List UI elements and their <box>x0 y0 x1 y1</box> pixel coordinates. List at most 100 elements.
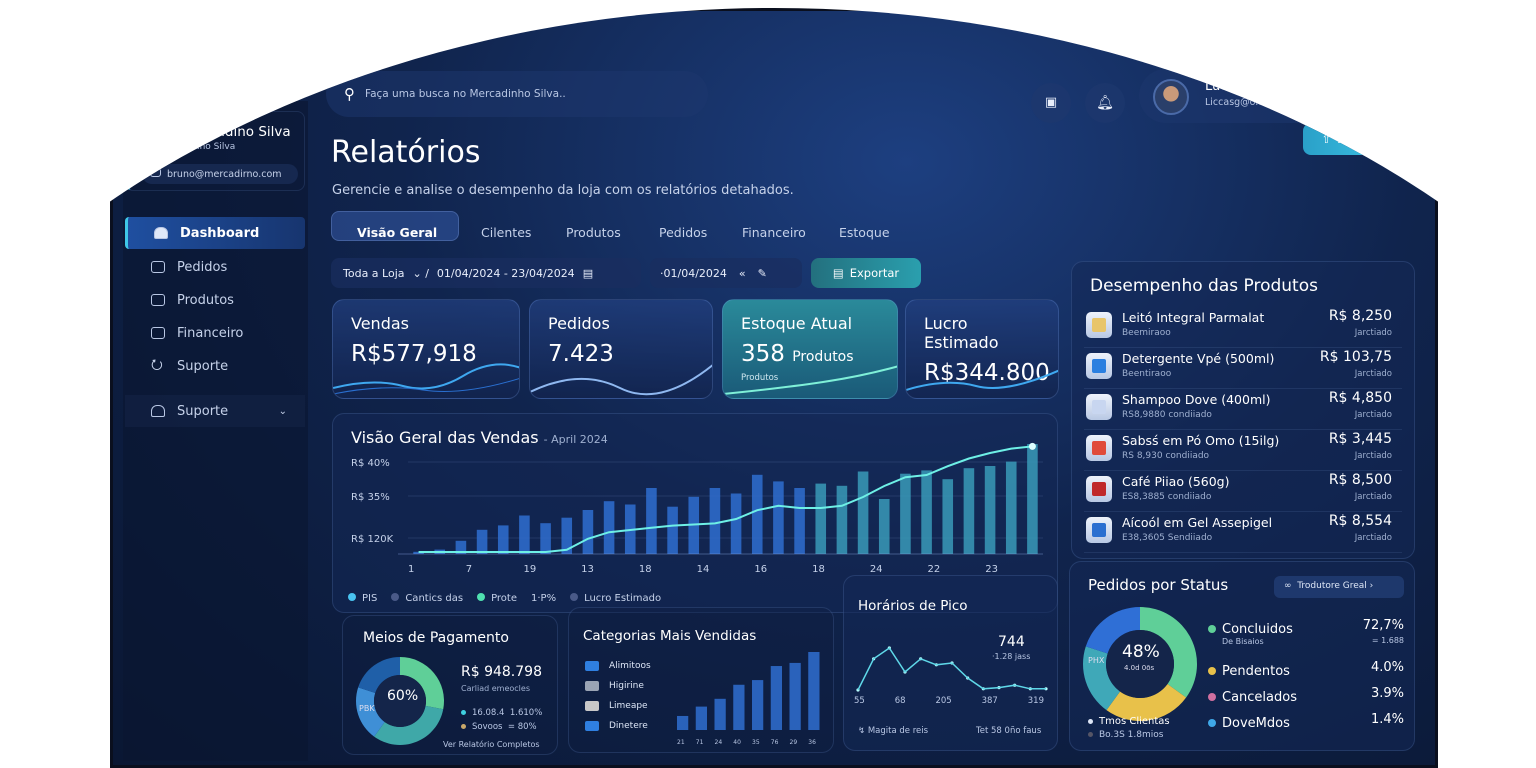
bar <box>942 479 954 554</box>
tab-produtos[interactable]: Produtos <box>566 225 621 240</box>
sidebar-item-pedidos[interactable]: Pedidos <box>125 251 305 283</box>
x-tick-label: 24 <box>870 564 883 575</box>
payment-total-label: Carliad emeocles <box>461 684 530 693</box>
export-filter-button[interactable]: ▤ Exportar <box>811 258 921 288</box>
donut-center-value: 48% <box>1122 642 1160 662</box>
x-tick-label: 68 <box>894 696 906 706</box>
tab-visao-geral[interactable] <box>331 211 459 241</box>
product-name: Café Piiao (560g) <box>1122 474 1230 489</box>
wallet-icon <box>151 327 165 339</box>
x-tick-label: 23 <box>985 564 998 575</box>
category-label: Limeape <box>609 701 648 711</box>
payment-methods-panel: Meios de Pagamento 60% PBK R$ 948.798 Ca… <box>342 615 558 755</box>
sidebar-item-suporte[interactable]: ⭮ Suporte <box>125 350 305 382</box>
kpi-title: Pedidos <box>548 314 610 333</box>
kpi-lucro: Lucro Estimado R$344.800 <box>905 299 1059 399</box>
product-icon <box>1086 517 1112 543</box>
avatar <box>140 120 172 152</box>
notification-badge: 1 <box>1376 51 1388 63</box>
sidebar-item-dashboard[interactable]: Dashboard <box>125 217 305 249</box>
date-range[interactable]: 01/04/2024 - 23/04/2024 <box>436 266 575 280</box>
product-sub: E38,3605 Sendiiado <box>1122 533 1213 543</box>
user-menu[interactable]: Lucas Almeida Liccasg@ominmi.com <box>1139 69 1431 123</box>
status-sub: De Bisaios <box>1222 637 1264 646</box>
product-sub: Beemiraoo <box>1122 328 1171 338</box>
stat-value: 1.610% <box>509 708 543 718</box>
x-tick-label: 36 <box>808 739 816 746</box>
bar <box>878 499 890 554</box>
date-range-filter[interactable]: Toda a Loja ⌄ / 01/04/2024 - 23/04/2024 ▤ <box>331 258 641 288</box>
label: Suporte <box>177 358 229 374</box>
product-row[interactable]: Shampoo Dove (400ml) RS8,9880 condiiado R$… <box>1084 388 1402 430</box>
x-tick-label: 76 <box>771 739 779 746</box>
full-report-link[interactable]: Ver Relatório Completos <box>443 740 540 749</box>
kpi-value: 358 <box>741 341 785 367</box>
bar <box>900 473 911 554</box>
product-row[interactable]: Sabsś em Pó Omo (15ilg) RS 8,930 condiiad… <box>1084 429 1402 471</box>
edit-icon[interactable]: ✎ <box>757 266 767 280</box>
chevron-down-icon[interactable]: ⌄ <box>1391 63 1402 77</box>
box-icon <box>151 294 165 306</box>
tab-visao-geral-label[interactable]: Visão Geral <box>357 225 438 240</box>
bar <box>963 468 975 554</box>
date[interactable]: ·01/04/2024 <box>660 266 727 280</box>
search-input[interactable]: ⚲ Faça uma busca no Mercadinho Silva.. <box>326 71 708 117</box>
y-tick-label: R$ 35% <box>351 492 390 503</box>
chart-legend: PIS Cantics das Prote 1·P% Lucro Estimado <box>348 585 708 611</box>
user-avatar <box>1153 79 1189 115</box>
bar <box>1005 461 1017 554</box>
stat-value: = 80% <box>507 722 537 732</box>
x-tick-label: 1 <box>408 564 414 575</box>
tab-financeiro[interactable]: Financeiro <box>742 225 806 240</box>
legend-label: 1·P% <box>531 592 557 604</box>
date-filter[interactable]: ·01/04/2024 « ✎ <box>650 258 802 288</box>
sidebar-item-produtos[interactable]: Produtos <box>125 284 305 316</box>
kpi-value: R$577,918 <box>351 341 477 367</box>
products-performance-panel: Desempenho das Produtos Leitó Integral P… <box>1071 261 1415 559</box>
gift-button[interactable]: ▣ <box>1031 83 1071 123</box>
donut-slice <box>374 705 444 745</box>
donut-slice <box>400 657 444 710</box>
bell-icon <box>151 405 165 417</box>
legend-item: Prote <box>477 592 517 604</box>
bar <box>455 540 467 554</box>
image-icon <box>151 261 165 273</box>
sidebar-item-suporte-expand[interactable]: Suporte ⌄ <box>125 395 305 427</box>
chevrons-left-icon[interactable]: « <box>738 266 746 280</box>
tab-estoque[interactable]: Estoque <box>839 225 890 240</box>
kpi-title: Estoque Atual <box>741 314 853 333</box>
category-label: Dinetere <box>609 721 648 731</box>
donut-slice <box>356 687 385 737</box>
product-row[interactable]: Leitó Integral Parmalat Beemiraoo R$ 8,250… <box>1084 306 1402 348</box>
product-price: R$ 8,500 <box>1328 472 1392 488</box>
kpi-value: 7.423 <box>548 341 614 367</box>
bar <box>667 506 678 554</box>
monitor-screen: omi Mercadino Silva Bruno Silva bruno@me… <box>110 8 1438 768</box>
bell-icon[interactable]: 🔔︎ <box>1363 67 1384 86</box>
product-row[interactable]: Detergente Vpé (500ml) Beentiraoo R$ 103,7… <box>1084 347 1402 389</box>
notifications-button[interactable]: 🔔︎ <box>1085 83 1125 123</box>
status-filter-button[interactable]: ∞ Trodutore Greal › <box>1274 576 1404 598</box>
product-row[interactable]: Aícoól em Gel Assepigel E38,3605 Sendiiad… <box>1084 511 1402 553</box>
legend-item: Cantics das <box>391 592 463 604</box>
calendar-icon[interactable]: ▤ <box>582 266 594 280</box>
bar <box>773 481 784 554</box>
bar <box>789 662 801 730</box>
store-select[interactable]: Toda a Loja <box>343 266 405 280</box>
status-item: DoveMdos 1.4% <box>1208 712 1404 731</box>
payment-donut <box>356 657 444 745</box>
product-row[interactable]: Café Piiao (560g) ES8,3885 condiiado R$ 8,… <box>1084 470 1402 512</box>
donut-slice <box>1085 607 1140 654</box>
sidebar: Mercadino Silva Bruno Silva bruno@mercad… <box>123 101 308 761</box>
tab-pedidos[interactable]: Pedidos <box>659 225 708 240</box>
export-button[interactable]: ⇧ Exportar <box>1303 123 1405 155</box>
sidebar-item-financeiro[interactable]: Financeiro <box>125 317 305 349</box>
stat-label: Sovoos <box>472 722 503 732</box>
donut-slice <box>1140 607 1197 698</box>
tab-clientes[interactable]: Cilentes <box>481 225 532 240</box>
kpi-unit: Produtos <box>792 349 854 365</box>
category-item: Limeape <box>585 696 651 716</box>
stat-label: 16.08.4 <box>472 708 505 718</box>
bar <box>730 493 742 554</box>
bar <box>921 470 932 554</box>
